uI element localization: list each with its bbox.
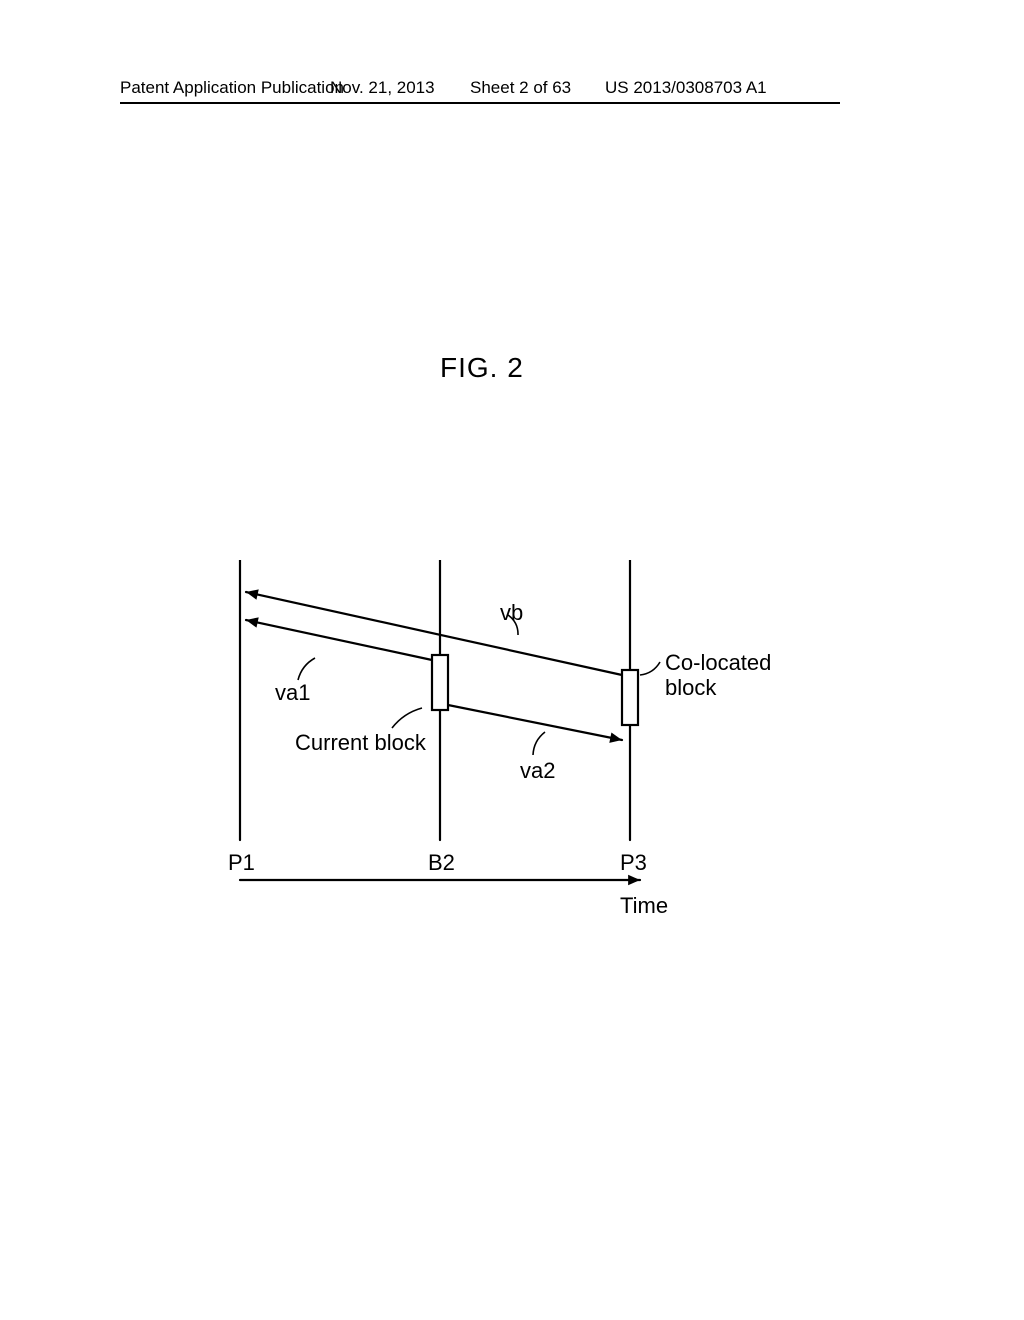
- figure-title: FIG. 2: [440, 352, 524, 384]
- figure-diagram: [220, 560, 820, 1010]
- label-p3: P3: [620, 850, 647, 876]
- header-rule: [120, 102, 840, 104]
- label-current-block: Current block: [295, 730, 426, 756]
- header-publication: Patent Application Publication: [120, 78, 344, 98]
- label-b2: B2: [428, 850, 455, 876]
- label-colocated-1: Co-located: [665, 650, 771, 676]
- label-vb: vb: [500, 600, 523, 626]
- label-va2: va2: [520, 758, 555, 784]
- label-time: Time: [620, 893, 668, 919]
- label-va1: va1: [275, 680, 310, 706]
- label-p1: P1: [228, 850, 255, 876]
- page: Patent Application Publication Nov. 21, …: [0, 0, 1024, 1320]
- header-pubno: US 2013/0308703 A1: [605, 78, 767, 98]
- label-colocated-2: block: [665, 675, 716, 701]
- header-sheet: Sheet 2 of 63: [470, 78, 571, 98]
- header-date: Nov. 21, 2013: [330, 78, 435, 98]
